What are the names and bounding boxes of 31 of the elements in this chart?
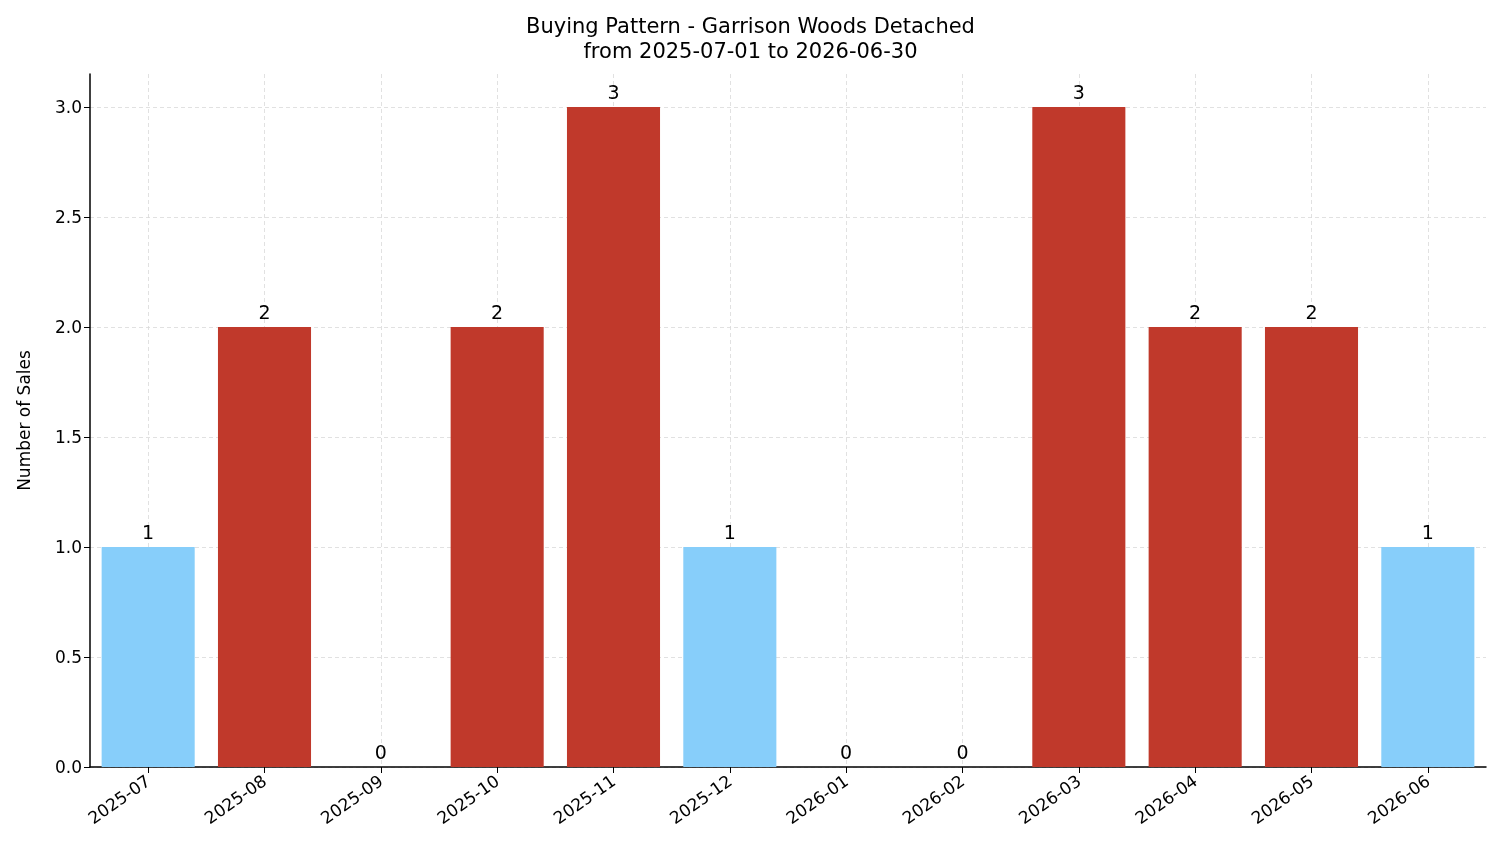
bar — [683, 547, 777, 767]
bar — [450, 327, 544, 767]
data-label: 2 — [1305, 300, 1318, 323]
chart-subtitle: from 2025-07-01 to 2026-06-30 — [583, 38, 918, 63]
y-tick-label: 1.0 — [54, 537, 82, 557]
data-label: 0 — [956, 740, 969, 763]
data-label: 0 — [840, 740, 853, 763]
bar — [1381, 547, 1475, 767]
bar — [566, 107, 661, 767]
y-axis-title: Number of Sales — [13, 349, 34, 491]
y-tick-label: 0.0 — [54, 757, 82, 777]
data-label: 3 — [607, 80, 620, 103]
data-label: 1 — [1421, 520, 1434, 543]
data-label: 2 — [258, 300, 271, 323]
data-label: 0 — [374, 740, 387, 763]
data-label: 2 — [1189, 300, 1202, 323]
bar — [1264, 327, 1359, 767]
data-label: 1 — [723, 520, 736, 543]
y-tick-label: 1.5 — [54, 427, 82, 447]
y-tick-label: 2.5 — [54, 207, 82, 227]
bar — [1148, 327, 1242, 767]
y-tick-label: 0.5 — [54, 647, 82, 667]
data-label: 3 — [1072, 80, 1085, 103]
data-label: 1 — [142, 520, 155, 543]
y-tick-label: 3.0 — [54, 97, 82, 117]
data-label: 2 — [491, 300, 504, 323]
bar — [1032, 107, 1126, 767]
bar — [101, 547, 195, 767]
bar — [217, 327, 312, 767]
chart-title: Buying Pattern - Garrison Woods Detached — [526, 13, 975, 38]
y-tick-label: 2.0 — [54, 317, 82, 337]
